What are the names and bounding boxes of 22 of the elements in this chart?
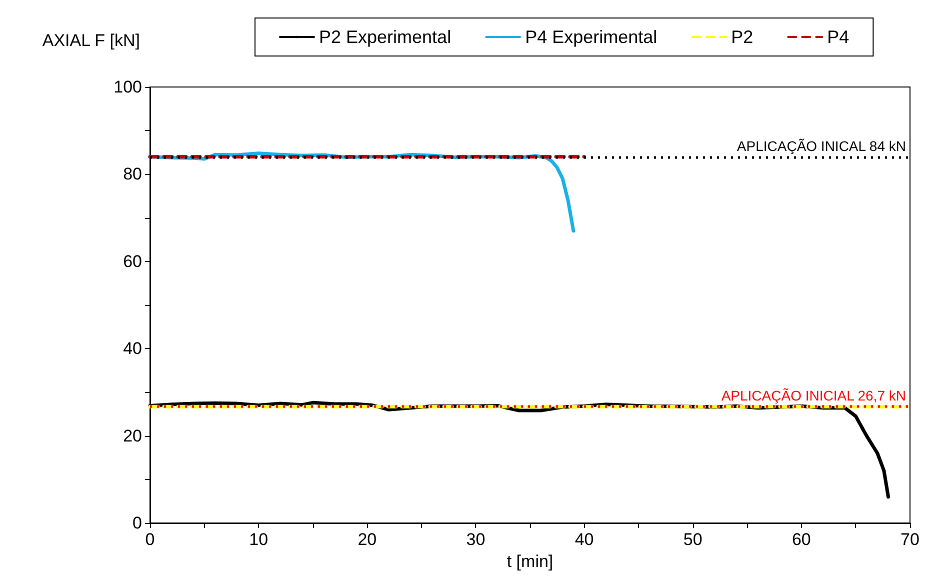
x-tick-label: 40 bbox=[574, 530, 594, 549]
x-tick-label: 60 bbox=[792, 530, 811, 549]
x-tick-label: 50 bbox=[683, 530, 702, 549]
y-tick-label: 0 bbox=[132, 514, 142, 532]
x-tick-label: 10 bbox=[249, 530, 268, 549]
x-axis-title: t [min] bbox=[506, 552, 554, 571]
legend-label: P4 Experimental bbox=[525, 27, 658, 47]
x-tick-label: 70 bbox=[900, 530, 920, 549]
legend-label: P2 Experimental bbox=[319, 27, 452, 47]
x-tick-label: 20 bbox=[358, 530, 377, 549]
ref-line-label: APLICAÇÃO INICIAL 26,7 kN bbox=[721, 388, 906, 404]
x-tick-label: 30 bbox=[466, 530, 486, 549]
y-tick-label: 100 bbox=[114, 78, 142, 96]
y-tick-label: 40 bbox=[123, 339, 142, 358]
y-tick-label: 80 bbox=[123, 164, 142, 184]
y-axis-title: AXIAL F [kN] bbox=[42, 31, 140, 50]
y-tick-label: 20 bbox=[123, 426, 142, 446]
x-tick-label: 0 bbox=[145, 530, 155, 549]
y-tick-label: 60 bbox=[123, 252, 142, 271]
legend-label: P4 bbox=[827, 27, 850, 47]
legend-label: P2 bbox=[731, 27, 754, 47]
ref-line-label: APLICAÇÃO INICAL 84 kN bbox=[736, 138, 906, 154]
